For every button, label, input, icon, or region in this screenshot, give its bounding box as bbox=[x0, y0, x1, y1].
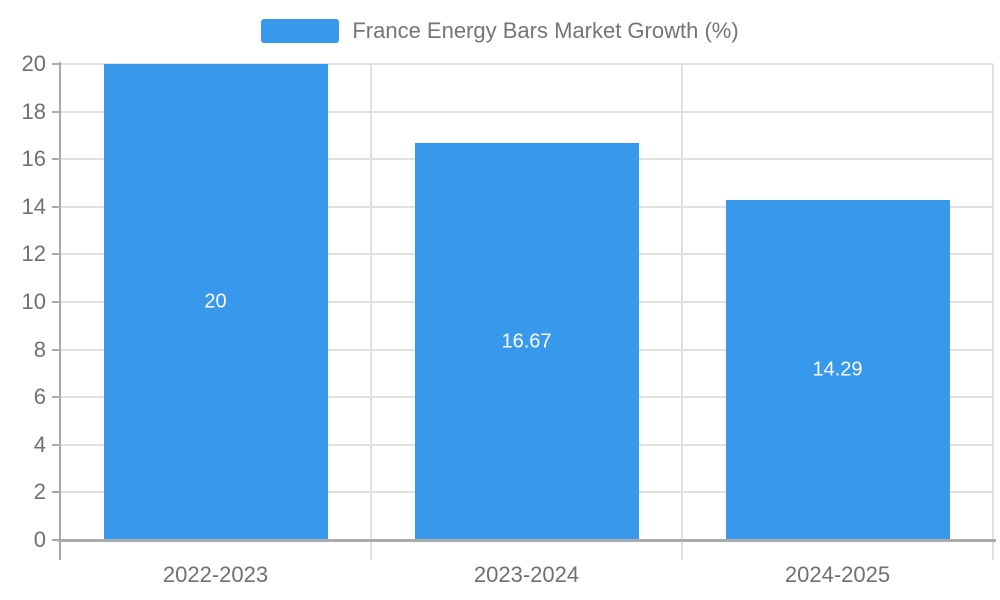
bar-2023-2024 bbox=[414, 143, 639, 540]
x-axis-tick bbox=[59, 540, 61, 560]
y-axis-tick-label: 10 bbox=[21, 289, 46, 314]
y-gridline bbox=[60, 63, 993, 65]
y-axis-tick-label: 0 bbox=[33, 527, 46, 552]
y-axis-tick bbox=[52, 110, 60, 113]
y-axis-tick bbox=[52, 443, 60, 446]
x-axis-category-label: 2024-2025 bbox=[784, 562, 891, 587]
legend-swatch bbox=[261, 19, 340, 43]
y-axis-tick-label: 14 bbox=[21, 193, 46, 219]
bar-value-label: 20 bbox=[204, 290, 227, 313]
y-axis-tick-label: 16 bbox=[21, 146, 46, 172]
y-axis-tick bbox=[52, 63, 60, 65]
y-axis-tick-label: 6 bbox=[33, 384, 46, 410]
y-axis-tick bbox=[52, 158, 60, 161]
y-axis-tick bbox=[52, 253, 60, 256]
chart-legend-item[interactable]: France Energy Bars Market Growth (%) bbox=[0, 19, 1000, 43]
category-separator-line bbox=[992, 64, 994, 540]
bar-value-label: 16.67 bbox=[501, 330, 552, 353]
x-axis-tick bbox=[681, 540, 683, 560]
x-axis-category-label: 2023-2024 bbox=[473, 562, 580, 587]
y-axis-tick bbox=[52, 205, 60, 208]
y-axis-tick-label: 8 bbox=[33, 336, 46, 362]
y-axis-tick bbox=[52, 539, 60, 541]
y-axis-tick-label: 4 bbox=[33, 431, 46, 457]
y-axis-tick-label: 18 bbox=[21, 98, 46, 124]
bar-2022-2023 bbox=[103, 64, 328, 540]
y-gridline bbox=[60, 110, 993, 113]
y-axis-tick-label: 12 bbox=[21, 241, 46, 267]
y-axis-tick-label: 2 bbox=[33, 479, 46, 505]
category-separator-line bbox=[370, 64, 372, 540]
y-axis-tick bbox=[52, 396, 60, 399]
y-axis-tick bbox=[52, 491, 60, 494]
y-axis-line bbox=[59, 62, 61, 540]
x-axis-tick bbox=[992, 540, 994, 560]
x-axis-tick bbox=[370, 540, 372, 560]
y-axis-tick bbox=[52, 301, 60, 303]
y-axis-tick bbox=[52, 348, 60, 351]
bar-2024-2025 bbox=[725, 199, 950, 540]
x-axis-line bbox=[58, 539, 996, 542]
category-separator-line bbox=[681, 64, 683, 540]
legend-label: France Energy Bars Market Growth (%) bbox=[352, 18, 739, 43]
y-axis-tick-label: 20 bbox=[21, 51, 46, 76]
bar-value-label: 14.29 bbox=[812, 358, 863, 381]
x-axis-category-label: 2022-2023 bbox=[162, 562, 269, 587]
